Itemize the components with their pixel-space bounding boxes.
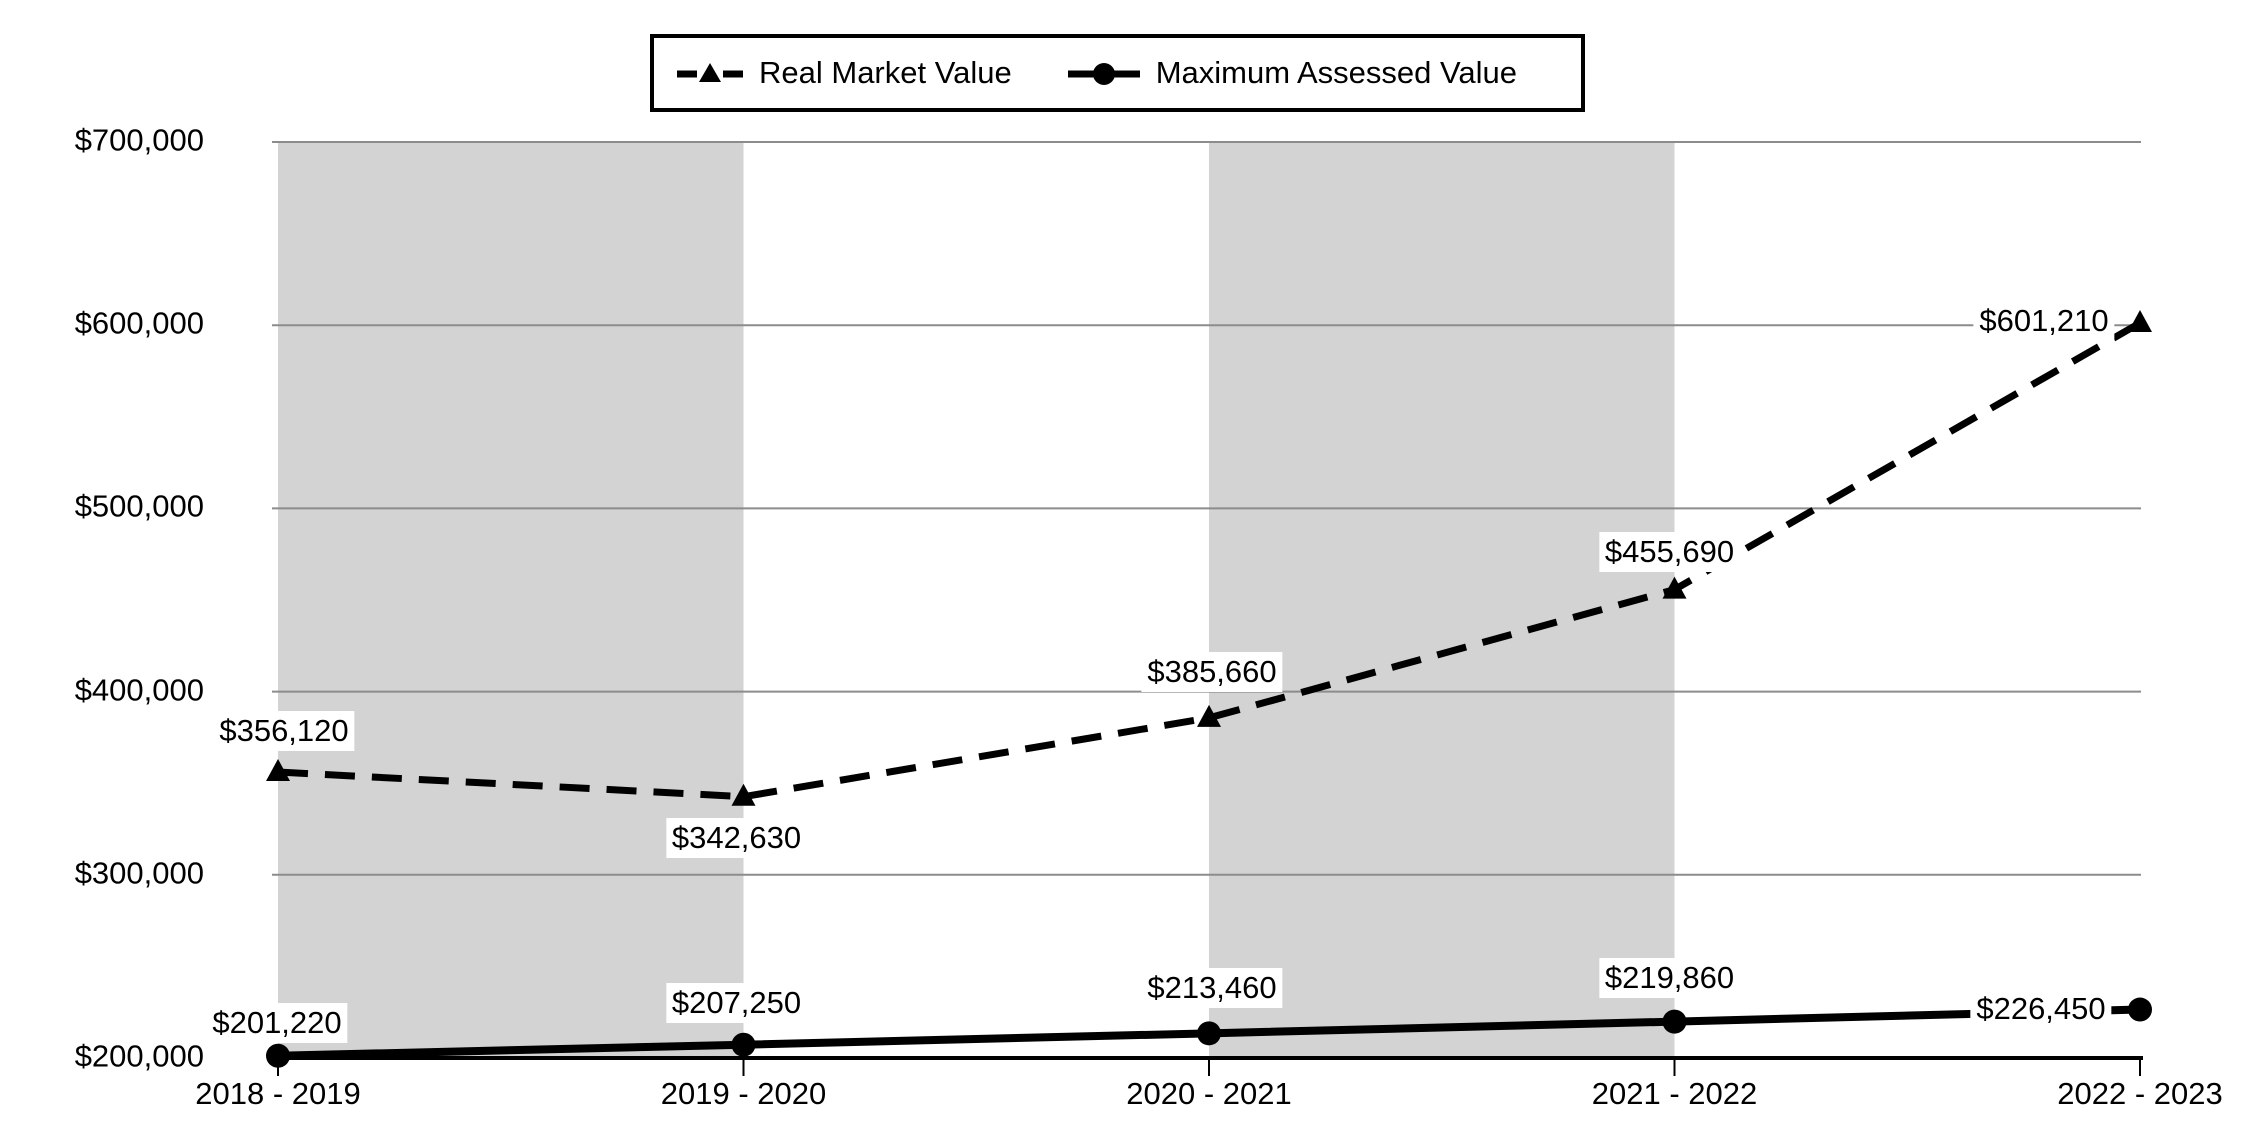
data-label: $226,450: [1970, 988, 2112, 1029]
y-axis-tick-label: $300,000: [74, 855, 204, 891]
data-label: $201,220: [206, 1002, 348, 1043]
y-axis-tick-label: $500,000: [74, 488, 204, 524]
x-axis-label: 2019 - 2020: [660, 1076, 827, 1111]
data-point-marker-triangle: [1197, 704, 1221, 727]
data-label: $213,460: [1141, 968, 1283, 1009]
y-axis-tick-label: $400,000: [74, 672, 204, 708]
shaded-band: [1209, 142, 1675, 1058]
data-label: $356,120: [213, 710, 355, 751]
shaded-band: [278, 142, 744, 1058]
data-point-marker-triangle: [2128, 309, 2152, 332]
legend-item-real-market-value: Real Market Value: [676, 55, 1012, 91]
data-point-marker-circle: [1197, 1021, 1221, 1046]
data-label: $219,860: [1598, 957, 1741, 998]
data-point-marker-circle: [2128, 997, 2152, 1022]
y-axis-tick-label: $700,000: [74, 122, 204, 158]
data-point-marker-triangle: [1662, 576, 1687, 599]
data-label: $385,660: [1141, 651, 1283, 692]
data-label: $455,690: [1598, 531, 1741, 572]
x-axis-label: 2022 - 2023: [2057, 1076, 2223, 1111]
dashed-triangle-line-icon: [677, 63, 743, 82]
x-axis-label: 2021 - 2022: [1591, 1076, 1758, 1111]
data-label: $207,250: [665, 982, 808, 1023]
solid-circle-line-icon: [1067, 63, 1140, 85]
x-axis-label: 2020 - 2021: [1126, 1076, 1292, 1111]
legend-item-maximum-assessed-value: Maximum Assessed Value: [1067, 55, 1517, 91]
data-point-marker-circle: [266, 1043, 290, 1068]
data-point-marker-triangle: [731, 783, 756, 806]
legend: Real Market Value Maximum Assessed Value: [650, 34, 1585, 112]
y-axis-tick-label: $600,000: [74, 305, 204, 341]
y-axis-tick-label: $200,000: [74, 1038, 204, 1074]
legend-label: Maximum Assessed Value: [1155, 55, 1517, 90]
legend-label: Real Market Value: [759, 55, 1012, 90]
data-label: $342,630: [665, 817, 808, 858]
data-point-marker-triangle: [266, 758, 290, 781]
data-point-marker-circle: [1662, 1009, 1687, 1034]
data-label: $601,210: [1973, 300, 2115, 341]
x-axis-label: 2018 - 2019: [195, 1076, 361, 1111]
data-point-marker-circle: [731, 1032, 756, 1057]
series-line-real-market-value: [277, 319, 2142, 801]
